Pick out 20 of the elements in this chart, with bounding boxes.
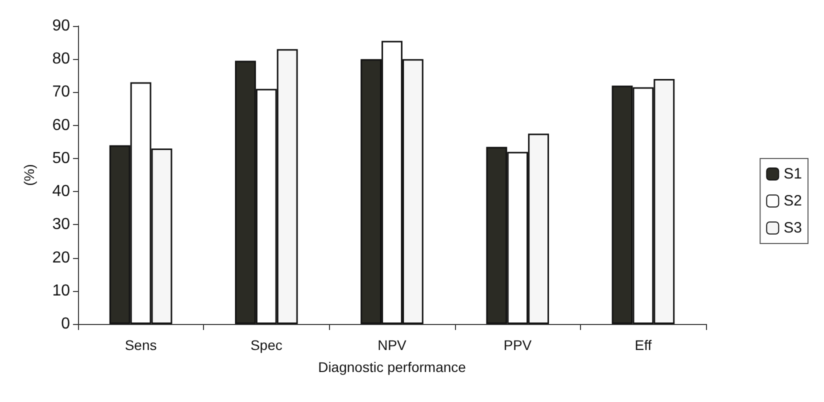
legend-label: S2 [784, 192, 802, 210]
y-tick-label: 20 [52, 249, 70, 266]
x-tick-label: NPV [378, 337, 408, 353]
y-tick-label: 90 [52, 18, 70, 34]
x-tick-label: Eff [634, 337, 652, 353]
y-tick-label: 10 [52, 282, 70, 300]
y-tick-label: 0 [61, 316, 70, 332]
x-tick-label: Spec [250, 337, 282, 353]
x-tick-label: Sens [124, 337, 157, 353]
y-tick-label: 40 [52, 183, 70, 200]
y-tick-label: 30 [52, 216, 70, 234]
y-axis-title: (%) [21, 164, 37, 186]
legend-label: S3 [784, 220, 802, 236]
y-tick-label: 70 [52, 84, 70, 101]
x-tick-label: PPV [504, 337, 532, 353]
y-tick-label: 60 [52, 116, 70, 134]
legend-label: S1 [784, 166, 802, 182]
y-tick-label: 80 [52, 50, 70, 68]
y-tick-label: 50 [52, 150, 70, 167]
x-axis-title: Diagnostic performance [318, 359, 466, 375]
